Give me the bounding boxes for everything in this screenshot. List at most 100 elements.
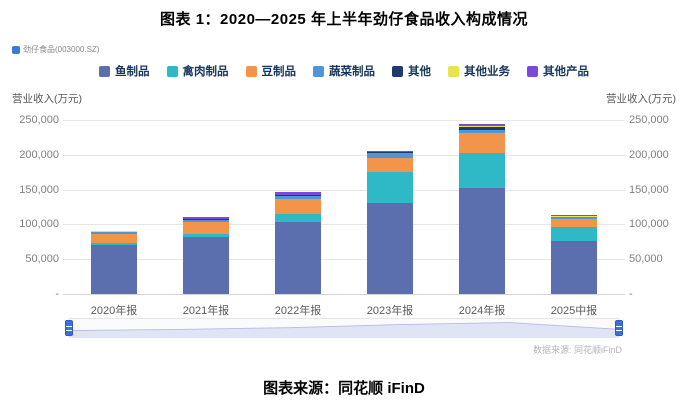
plot-area: 250,000 250,000 200,000 200,000 150,000 150,0… xyxy=(19,114,669,317)
y-tick-label-right: 50,000 xyxy=(629,253,663,266)
y-axis-title-left: 营业收入(万元) xyxy=(12,93,82,105)
x-tick-label: 2022年报 xyxy=(274,305,322,317)
bar-segment[interactable] xyxy=(275,192,321,195)
y-tick-label-left: - xyxy=(55,288,59,300)
bar-segment[interactable] xyxy=(459,127,505,131)
legend-label: 鱼制品 xyxy=(115,66,150,78)
bar-segment[interactable] xyxy=(459,152,505,189)
x-tick-label: 2023年报 xyxy=(366,305,414,317)
bar-segment[interactable] xyxy=(275,195,321,196)
stock-label: 劲仔食品(003000.SZ) xyxy=(12,44,99,55)
legend-item[interactable]: 蔬菜制品 xyxy=(313,63,375,79)
bar-segment[interactable] xyxy=(367,153,413,158)
bar-segment[interactable] xyxy=(551,227,597,242)
y-tick-label-right: 150,000 xyxy=(629,183,669,196)
y-tick-label-left: 200,000 xyxy=(19,148,59,161)
x-tick-label: 2025中报 xyxy=(550,305,598,317)
legend-swatch xyxy=(527,65,538,77)
bar-segment[interactable] xyxy=(275,199,321,214)
bar-segment[interactable] xyxy=(551,218,597,228)
x-tick-label: 2024年报 xyxy=(458,305,506,317)
bar[interactable] xyxy=(275,192,321,294)
legend: 鱼制品 禽肉制品 豆制品 蔬菜制品 其他 其他业务 其他产品 xyxy=(0,63,688,79)
legend-item[interactable]: 禽肉制品 xyxy=(166,63,229,79)
legend-label: 其他 xyxy=(408,66,431,78)
chart-source-caption: 图表来源：同花顺 iFinD xyxy=(263,380,425,397)
bar[interactable] xyxy=(459,124,505,294)
legend-label: 豆制品 xyxy=(261,66,297,78)
bar-segment[interactable] xyxy=(275,213,321,223)
bar-segment[interactable] xyxy=(91,230,137,232)
legend-label: 蔬菜制品 xyxy=(329,66,375,78)
bar-segment[interactable] xyxy=(367,150,413,152)
bar-segment[interactable] xyxy=(183,236,229,294)
bar-segment[interactable] xyxy=(183,222,229,235)
legend-item[interactable]: 豆制品 xyxy=(245,63,297,79)
legend-swatch xyxy=(448,65,459,77)
y-tick-label-right: - xyxy=(629,288,633,300)
y-tick-label-right: 200,000 xyxy=(629,148,669,161)
datazoom-slider[interactable] xyxy=(65,318,623,338)
bar-segment[interactable] xyxy=(183,219,229,223)
legend-swatch xyxy=(245,65,257,77)
y-tick-label-left: 100,000 xyxy=(19,218,59,231)
bar-segment[interactable] xyxy=(91,245,137,294)
legend-label: 其他产品 xyxy=(543,66,589,78)
y-axis-title-right: 营业收入(万元) xyxy=(606,93,676,105)
legend-item[interactable]: 其他业务 xyxy=(448,63,510,79)
bar[interactable] xyxy=(367,150,413,294)
datazoom-shadow-chart xyxy=(69,322,619,337)
bar-segment[interactable] xyxy=(275,222,321,294)
bar-segment[interactable] xyxy=(459,126,505,127)
bar-segment[interactable] xyxy=(459,124,505,127)
bar-segment[interactable] xyxy=(183,218,229,220)
stock-app-icon xyxy=(12,45,20,54)
data-source-note: 数据来源: 同花顺iFinD xyxy=(532,345,622,355)
bar-segment[interactable] xyxy=(367,152,413,154)
gridline xyxy=(63,224,625,226)
legend-swatch xyxy=(99,65,110,77)
bar-segment[interactable] xyxy=(183,216,229,219)
legend-label: 其他业务 xyxy=(464,66,510,78)
bar-segment[interactable] xyxy=(551,241,597,294)
bar[interactable] xyxy=(551,215,597,294)
x-tick-label: 2020年报 xyxy=(90,305,138,317)
y-tick-label-left: 150,000 xyxy=(19,183,59,196)
bar-segment[interactable] xyxy=(459,188,505,294)
legend-label: 禽肉制品 xyxy=(182,66,229,78)
x-tick-label: 2021年报 xyxy=(182,305,230,317)
legend-item[interactable]: 鱼制品 xyxy=(99,63,150,79)
datazoom-left-handle[interactable] xyxy=(65,320,73,336)
bar[interactable] xyxy=(91,230,137,294)
gridline xyxy=(63,154,625,156)
stock-label-text: 劲仔食品(003000.SZ) xyxy=(23,45,100,54)
bar-segment[interactable] xyxy=(459,130,505,134)
datazoom-right-handle[interactable] xyxy=(615,320,623,336)
bar-segment[interactable] xyxy=(367,157,413,173)
chart-title: 图表 1：2020—2025 年上半年劲仔食品收入构成情况 xyxy=(160,11,528,28)
legend-item[interactable]: 其他产品 xyxy=(527,63,589,79)
gridline xyxy=(63,294,625,295)
bar-segment[interactable] xyxy=(183,234,229,237)
bar-segment[interactable] xyxy=(275,195,321,200)
bar[interactable] xyxy=(183,216,229,294)
y-tick-label-right: 100,000 xyxy=(629,218,669,231)
bar-segment[interactable] xyxy=(551,217,597,219)
legend-swatch xyxy=(166,65,178,77)
bar-segment[interactable] xyxy=(91,234,137,244)
y-tick-label-right: 250,000 xyxy=(629,114,669,126)
bar-segment[interactable] xyxy=(91,232,137,235)
bar-segment[interactable] xyxy=(367,172,413,203)
gridline xyxy=(63,120,625,121)
legend-item[interactable]: 其他 xyxy=(392,63,431,79)
gridline xyxy=(63,259,625,261)
bar-segment[interactable] xyxy=(91,231,137,233)
bar-segment[interactable] xyxy=(367,202,413,294)
bar-segment[interactable] xyxy=(551,215,597,217)
bar-segment[interactable] xyxy=(459,133,505,153)
legend-swatch xyxy=(392,65,403,77)
legend-swatch xyxy=(313,65,324,77)
bar-segment[interactable] xyxy=(91,243,137,246)
y-tick-label-left: 50,000 xyxy=(25,253,59,266)
